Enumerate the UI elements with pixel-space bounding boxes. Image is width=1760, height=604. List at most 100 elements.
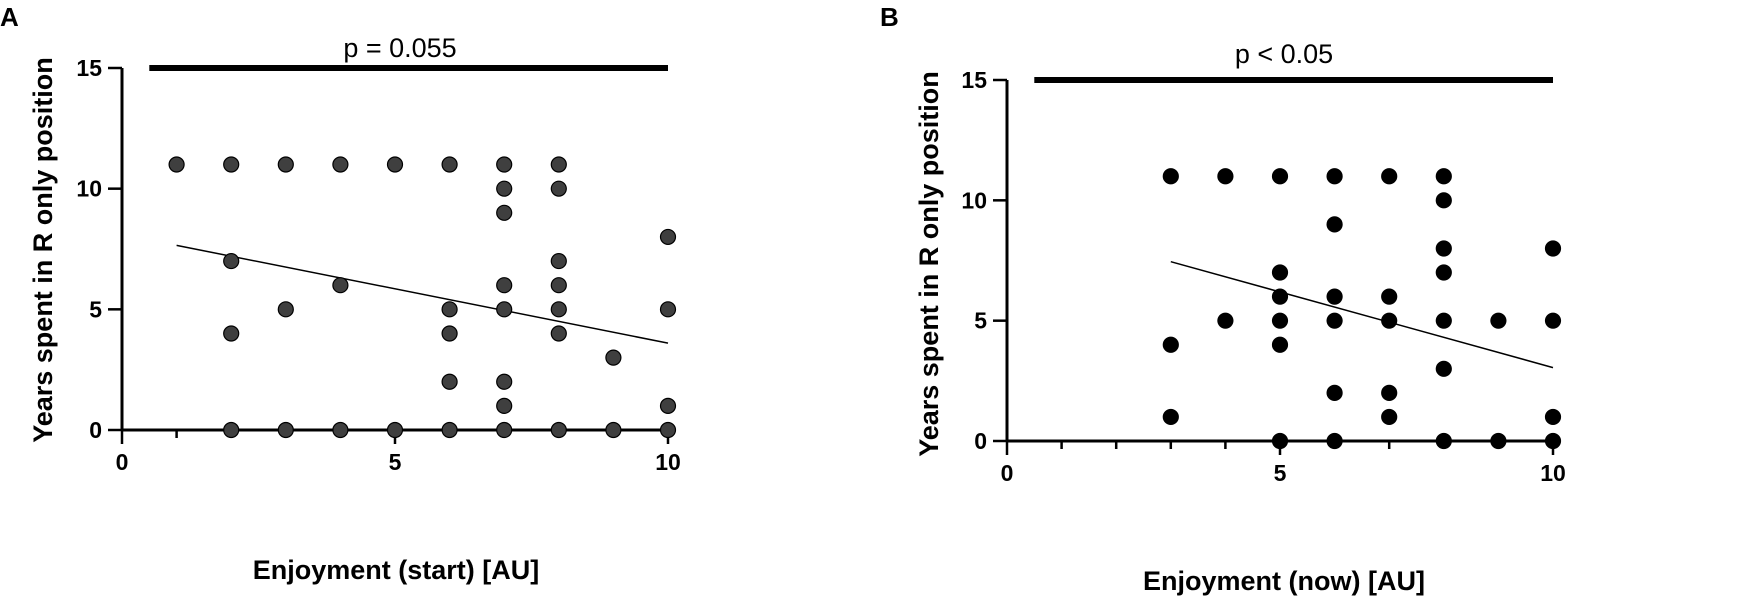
data-point	[1544, 312, 1562, 329]
data-point	[1381, 312, 1398, 329]
data-point	[1544, 240, 1562, 257]
y-tick-label: 10	[76, 176, 102, 202]
data-point	[1490, 312, 1507, 329]
data-point	[1435, 360, 1452, 377]
data-point	[496, 421, 513, 439]
scatter-panel-a: A p = 0.055 Years spent in R only positi…	[0, 2, 681, 585]
data-point	[332, 156, 349, 173]
data-point	[1326, 312, 1343, 329]
data-point	[277, 421, 294, 439]
data-point	[550, 180, 567, 197]
data-point	[659, 228, 677, 246]
data-point	[550, 301, 567, 318]
data-point	[605, 421, 622, 439]
data-point	[277, 301, 294, 318]
data-point	[496, 301, 513, 318]
data-point	[1271, 336, 1289, 353]
y-tick-label: 5	[89, 296, 102, 322]
data-point	[441, 301, 458, 318]
x-tick-label: 0	[116, 449, 129, 475]
data-point	[1435, 168, 1452, 185]
data-point	[1435, 240, 1452, 257]
data-point	[441, 156, 458, 173]
data-point	[659, 301, 677, 318]
data-point	[1381, 408, 1398, 426]
data-point	[1271, 432, 1289, 450]
data-point	[168, 156, 185, 173]
y-tick-label: 15	[961, 67, 987, 93]
data-point	[1326, 168, 1343, 185]
data-point	[1381, 168, 1398, 185]
x-tick-label: 10	[655, 449, 681, 475]
data-point	[550, 277, 567, 294]
data-point	[223, 252, 240, 270]
y-tick-label: 15	[76, 55, 102, 81]
data-point	[1271, 264, 1289, 281]
data-point	[1326, 288, 1343, 305]
data-point	[496, 277, 513, 294]
data-point	[223, 421, 240, 439]
data-point	[1162, 408, 1179, 426]
regression-line	[176, 244, 669, 344]
x-tick-label: 5	[389, 449, 402, 475]
x-axis-title: Enjoyment (now) [AU]	[1143, 566, 1425, 596]
data-point	[1381, 288, 1398, 305]
p-value-annotation: p = 0.055	[343, 33, 456, 63]
y-tick-label: 10	[961, 187, 987, 213]
scatter-panel-b: B p < 0.05 Years spent in R only positio…	[880, 2, 1566, 596]
data-point	[1217, 168, 1234, 185]
data-point	[496, 156, 513, 173]
data-point	[496, 204, 513, 221]
panel-label: B	[880, 2, 899, 32]
data-point	[1271, 168, 1289, 185]
data-point	[659, 397, 677, 414]
data-point	[332, 277, 349, 294]
data-point	[441, 373, 458, 390]
data-point	[1271, 312, 1289, 329]
data-point	[496, 373, 513, 390]
y-axis-title: Years spent in R only position	[28, 57, 58, 443]
y-tick-label: 0	[974, 428, 987, 454]
x-tick-label: 0	[1001, 460, 1014, 486]
data-point	[277, 156, 294, 173]
data-point	[550, 325, 567, 342]
data-point	[1490, 432, 1507, 450]
data-point	[550, 156, 567, 173]
x-tick-label: 10	[1540, 460, 1566, 486]
p-value-annotation: p < 0.05	[1235, 39, 1333, 69]
data-point	[386, 421, 404, 439]
data-point	[1217, 312, 1234, 329]
data-point	[496, 180, 513, 197]
data-point	[441, 421, 458, 439]
data-point	[1326, 216, 1343, 233]
data-point	[1271, 288, 1289, 305]
y-tick-label: 5	[974, 308, 987, 334]
data-point	[441, 325, 458, 342]
x-axis-title: Enjoyment (start) [AU]	[253, 555, 540, 585]
data-point	[550, 421, 567, 439]
data-point	[386, 156, 404, 173]
data-point	[1435, 312, 1452, 329]
data-point	[1162, 168, 1179, 185]
data-point	[1544, 432, 1562, 450]
data-point	[1162, 336, 1179, 353]
data-point	[605, 349, 622, 366]
data-point	[223, 156, 240, 173]
x-tick-label: 5	[1274, 460, 1287, 486]
y-axis-title: Years spent in R only position	[914, 71, 944, 457]
data-point	[659, 421, 677, 439]
data-point	[1381, 384, 1398, 401]
regression-line	[1170, 260, 1554, 369]
data-point	[496, 397, 513, 414]
data-point	[1544, 408, 1562, 426]
data-point	[1435, 192, 1452, 209]
data-point	[550, 252, 567, 270]
data-point	[1326, 384, 1343, 401]
y-tick-label: 0	[89, 417, 102, 443]
data-point	[332, 421, 349, 439]
data-point	[1326, 432, 1343, 450]
data-point	[1435, 264, 1452, 281]
panel-label: A	[0, 2, 19, 32]
data-point	[1435, 432, 1452, 450]
data-point	[223, 325, 240, 342]
